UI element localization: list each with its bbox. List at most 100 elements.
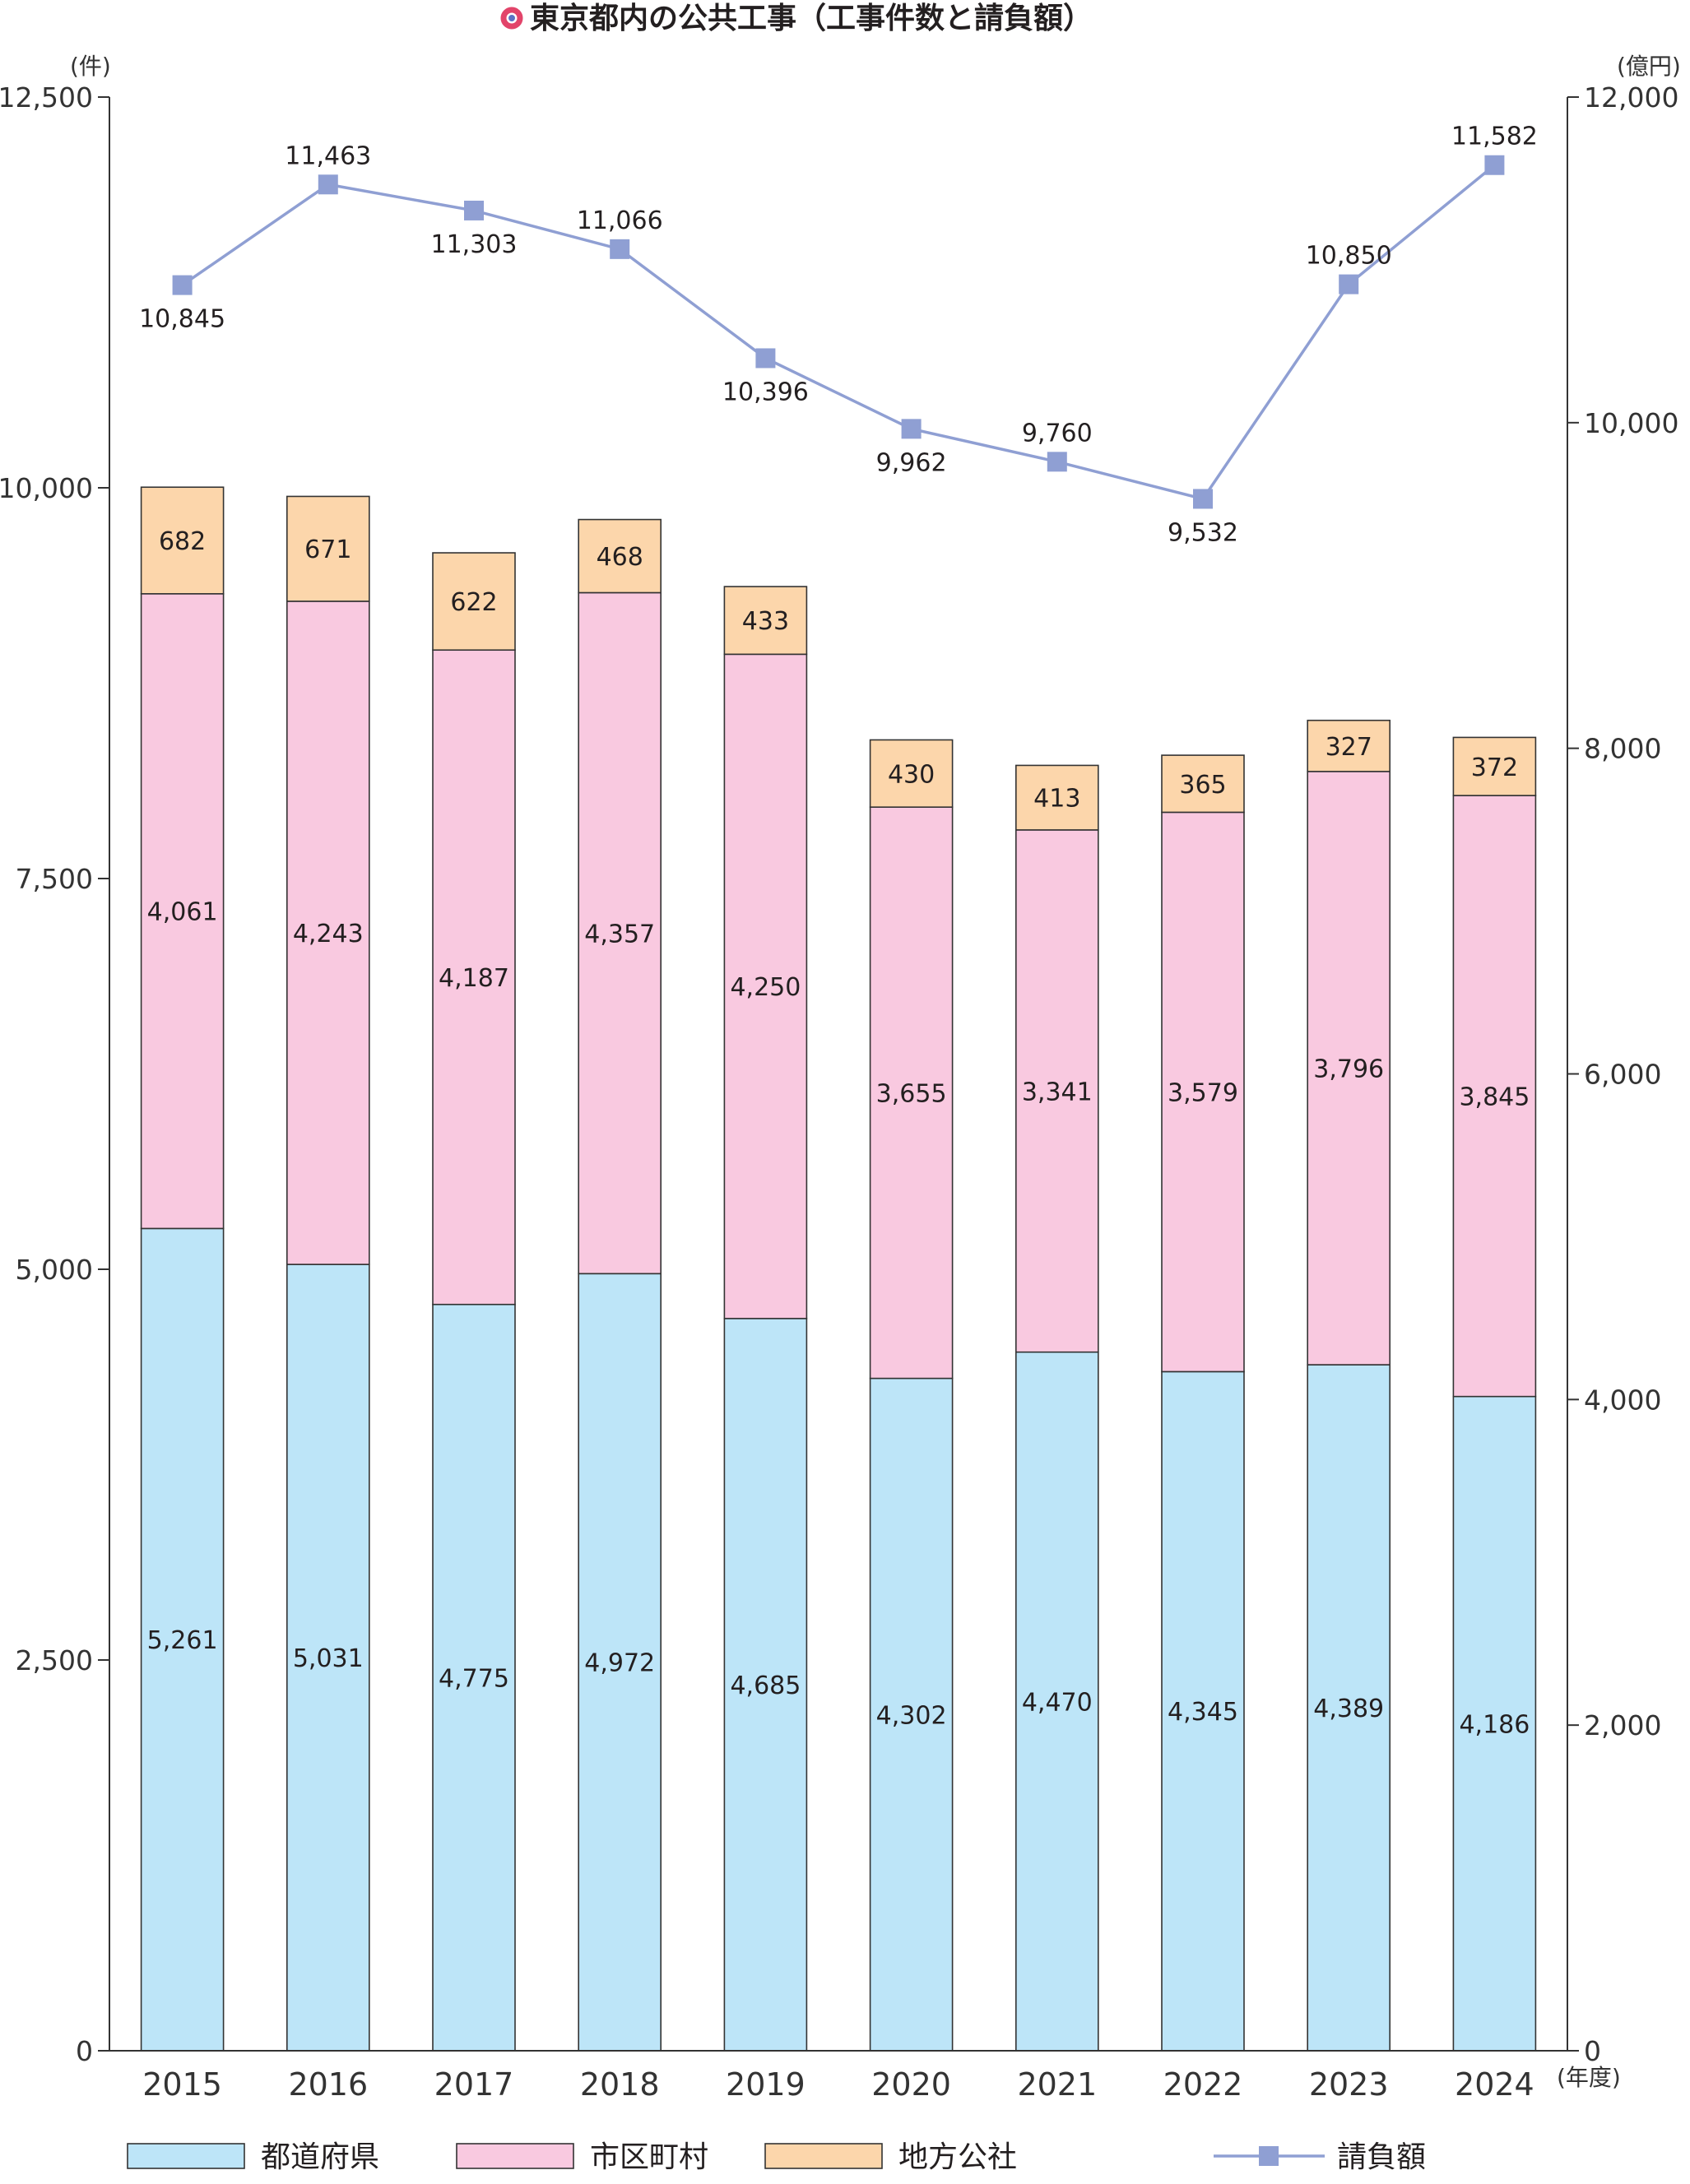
bar-value-label: 4,250 [730,973,801,1002]
bar-value-label: 4,775 [439,1664,509,1693]
bar-value-label: 3,796 [1313,1055,1384,1083]
left-tick-label: 7,500 [16,863,93,895]
bar-segment [578,1273,662,2052]
line-value-label: 11,066 [577,206,663,235]
legend-label: 市区町村 [590,2140,708,2174]
bar-segment [578,591,662,1275]
line-value-label: 11,463 [285,141,371,170]
bar-value-label: 682 [159,527,206,556]
bar-value-label: 4,187 [439,964,509,993]
bar-segment [1307,719,1391,772]
bar-segment [432,649,516,1305]
right-tick-label: 6,000 [1584,1059,1661,1091]
x-tick-label: 2021 [1017,2066,1097,2103]
bar-value-label: 671 [304,536,351,564]
bar-value-label: 327 [1326,733,1372,762]
x-tick-label: 2022 [1163,2066,1243,2103]
line-value-label: 10,396 [722,378,809,406]
left-axis-unit: (件) [70,53,111,80]
bar-segment [286,1264,370,2052]
right-tick-label: 4,000 [1584,1384,1661,1416]
bar-segment [1161,811,1245,1373]
line-series-path [181,164,1496,501]
line-marker [1047,452,1067,472]
bar-value-label: 3,845 [1459,1083,1530,1111]
bar-segment [723,653,808,1319]
bar-segment [140,486,225,595]
bar-segment [1452,1395,1537,2052]
legend-label: 地方公社 [898,2140,1017,2174]
bar-value-label: 3,579 [1168,1078,1238,1107]
left-tick-label: 5,000 [16,1254,93,1286]
bar-segment [286,600,370,1265]
bar-segment [286,495,370,602]
left-tick-label: 10,000 [0,472,93,504]
left-tick-label: 0 [76,2035,93,2067]
bar-segment [723,1318,808,2052]
line-marker [1484,155,1505,175]
bar-value-label: 365 [1179,771,1226,800]
bar-segment [432,552,516,651]
bar-value-label: 4,061 [147,898,218,927]
bar-value-label: 5,031 [293,1644,364,1673]
bar-value-label: 4,345 [1168,1698,1238,1727]
legend: 都道府県 市区町村 地方公社 請負額 [127,2140,1426,2174]
bar-segment [1452,795,1537,1398]
legend-swatch [456,2143,574,2169]
bar-segment [1161,1370,1245,2052]
bar-segment [1307,1364,1391,2052]
left-tick-label: 2,500 [16,1644,93,1676]
bar-value-label: 4,302 [876,1701,947,1730]
bar-value-label: 3,341 [1022,1078,1093,1106]
bar-value-label: 4,357 [584,920,655,948]
right-tick-label: 10,000 [1584,407,1678,439]
line-marker [172,275,193,295]
bar-value-label: 622 [450,588,497,617]
x-axis-unit: (年度) [1557,2064,1621,2091]
bar-segment [1307,771,1391,1366]
legend-swatch [127,2143,245,2169]
right-axis-unit: (億円) [1617,53,1681,80]
line-value-label: 9,532 [1168,518,1238,547]
line-value-label: 10,845 [139,305,225,334]
right-tick-label: 0 [1584,2035,1601,2067]
bar-value-label: 5,261 [147,1626,218,1655]
bar-value-label: 413 [1033,785,1080,814]
x-tick-label: 2019 [726,2066,806,2103]
legend-label: 都道府県 [261,2140,379,2174]
x-tick-label: 2018 [580,2066,660,2103]
right-tick-label: 2,000 [1584,1709,1661,1741]
bar-value-label: 4,186 [1459,1710,1530,1739]
line-value-label: 9,962 [876,448,947,477]
line-value-label: 11,303 [431,230,518,259]
chart-title: 東京都内の公共工事（工事件数と請負額） [500,1,1093,35]
title-bullet-inner-icon [508,15,515,21]
bar-value-label: 4,389 [1313,1695,1384,1723]
legend-swatch [764,2143,883,2169]
x-tick-label: 2017 [434,2066,514,2103]
bar-segment [140,1227,225,2052]
bar-segment [1452,736,1537,796]
line-value-label: 9,760 [1022,419,1093,447]
line-marker [901,419,922,439]
right-tick-label: 12,000 [1584,81,1678,114]
left-tick-label: 12,500 [0,81,93,114]
bar-segment [869,1377,954,2052]
bar-segment [1015,829,1099,1353]
line-marker [610,239,630,259]
bar-value-label: 3,655 [876,1079,947,1108]
bar-segment [723,586,808,656]
line-marker [1193,489,1213,509]
right-tick-label: 8,000 [1584,733,1661,765]
bar-segment [1015,1351,1099,2052]
bar-value-label: 430 [888,760,935,789]
bar-segment [432,1303,516,2052]
x-tick-label: 2020 [871,2066,951,2103]
bar-value-label: 433 [742,607,789,636]
line-marker [318,174,338,195]
bar-value-label: 468 [597,543,643,572]
bar-segment [1015,764,1099,831]
line-value-label: 10,850 [1306,242,1392,271]
x-tick-label: 2024 [1455,2066,1534,2103]
